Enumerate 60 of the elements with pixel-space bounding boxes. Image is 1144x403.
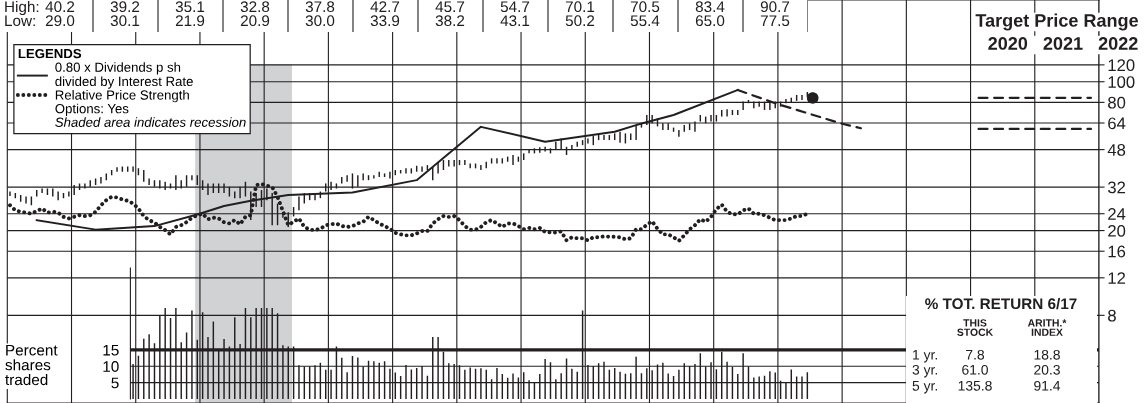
annotation: 61.0	[962, 364, 988, 375]
annotation: 7.8	[966, 349, 985, 360]
annotation: 35.1	[175, 1, 205, 13]
y-tick-label: 80	[1108, 96, 1126, 109]
annotation: 135.8	[958, 380, 992, 391]
annotation: 54.7	[500, 1, 530, 13]
y-tick-label: 16	[1108, 245, 1126, 258]
annotation: Target Price Range	[975, 13, 1138, 31]
annotation: 30.1	[110, 15, 140, 27]
y-axis-title: Percent shares traded	[5, 344, 58, 386]
annotation: 70.1	[565, 1, 595, 13]
y-tick-label: 8	[1108, 309, 1116, 322]
y-tick-label: 48	[1107, 144, 1126, 156]
annotation: ARITH.* INDEX	[1027, 319, 1067, 336]
annotation: 40.2	[45, 1, 75, 13]
legend-label: Relative Price Strength	[55, 90, 189, 103]
annotation: 38.2	[435, 15, 465, 27]
y-tick-label: 15	[103, 344, 119, 356]
annotation: 2020 2021 2022	[988, 37, 1138, 50]
annotation: 55.4	[630, 15, 660, 27]
annotation: 43.1	[500, 15, 530, 27]
annotation: 91.4	[1034, 380, 1061, 391]
annotation: 45.7	[435, 1, 465, 13]
y-tick-label: 10	[103, 361, 119, 372]
y-tick-label: 12	[1108, 272, 1126, 284]
legend-title: LEGENDS	[18, 48, 82, 59]
annotation: 90.7	[760, 1, 790, 13]
annotation: Low:	[5, 15, 35, 27]
annotation: 20.3	[1034, 364, 1060, 375]
y-tick-label: 24	[1108, 208, 1126, 220]
legend-label: 0.80 x Dividends p sh divided by Interest Rate	[55, 62, 193, 89]
annotation: High:	[5, 0, 39, 16]
annotation: 20.9	[240, 15, 270, 27]
annotation: 39.2	[110, 1, 140, 13]
annotation: 30.0	[305, 15, 335, 27]
y-tick-label: 120	[1108, 59, 1135, 72]
y-tick-label: 32	[1107, 181, 1126, 194]
annotation: 83.4	[695, 1, 725, 13]
annotation: THIS STOCK	[957, 319, 994, 336]
annotation: 5 yr.	[912, 381, 937, 394]
y-tick-label: 20	[1108, 224, 1126, 237]
annotation: 65.0	[695, 15, 725, 27]
annotation: Shaded area indicates recession	[55, 117, 246, 127]
annotation: Options: Yes	[55, 103, 129, 116]
annotation: 32.8	[240, 1, 270, 13]
annotation: 1 yr.	[913, 350, 937, 363]
annotation: 37.8	[305, 1, 335, 13]
annotation: 3 yr.	[912, 364, 937, 378]
y-tick-label: 100	[1108, 76, 1135, 88]
y-tick-label: 64	[1108, 117, 1126, 130]
annotation: 33.9	[370, 15, 400, 27]
annotation: 21.9	[175, 15, 205, 27]
annotation: 50.2	[565, 15, 595, 27]
annotation: 18.8	[1034, 349, 1060, 360]
annotation: 77.5	[760, 15, 790, 27]
annotation: 42.7	[370, 1, 400, 12]
annotation: % TOT. RETURN 6/17	[925, 297, 1077, 310]
y-tick-label: 5	[111, 377, 119, 389]
annotation: 29.0	[45, 15, 75, 27]
annotation: 70.5	[630, 1, 660, 13]
